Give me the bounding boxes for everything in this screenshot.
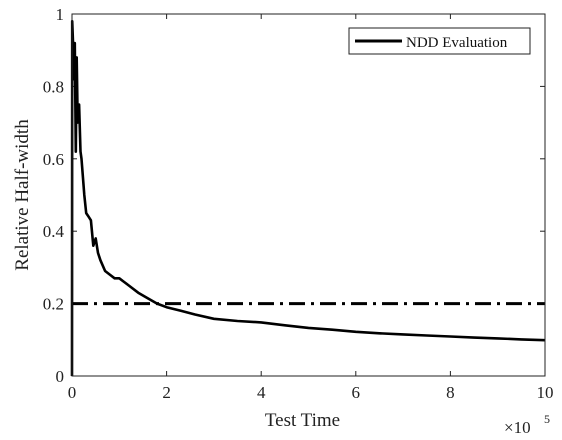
y-tick-label: 0 (56, 367, 65, 386)
x-tick-label: 4 (257, 383, 266, 402)
x-tick-label: 8 (446, 383, 455, 402)
x-axis-label: Test Time (265, 410, 340, 431)
legend-label: NDD Evaluation (406, 35, 508, 51)
x-axis-multiplier: ×10 5 (504, 412, 550, 437)
y-tick-label: 0.6 (43, 150, 64, 169)
x-tick-label: 2 (162, 383, 171, 402)
x-tick-label: 0 (68, 383, 77, 402)
y-tick-label: 0.2 (43, 295, 64, 314)
x-tick-label: 6 (352, 383, 361, 402)
x-multiplier-exponent: 5 (544, 412, 550, 426)
series-layer (70, 19, 546, 377)
y-tick-label: 0.4 (43, 222, 65, 241)
ticks-layer: 0 2 4 6 8 10 0 0.2 0.4 0.6 0.8 1 (43, 5, 554, 402)
y-tick-label: 0.8 (43, 77, 64, 96)
legend: NDD Evaluation (348, 27, 531, 55)
y-tick-label: 1 (56, 5, 65, 24)
x-multiplier-base: ×10 (504, 418, 531, 437)
y-axis-label: Relative Half-width (12, 119, 33, 271)
series-line-ndd-evaluation (70, 19, 546, 377)
x-tick-label: 10 (537, 383, 554, 402)
plot-frame (71, 13, 546, 377)
